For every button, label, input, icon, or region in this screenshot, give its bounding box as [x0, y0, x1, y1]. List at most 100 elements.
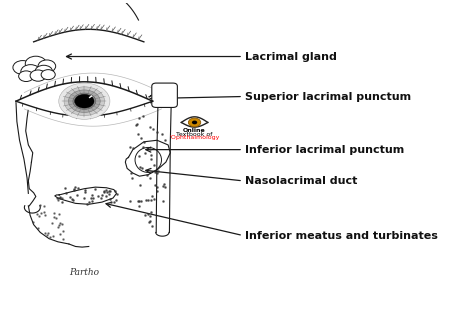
Point	[41, 231, 49, 236]
Point	[160, 183, 167, 189]
Point	[151, 182, 158, 187]
Point	[105, 191, 113, 197]
Point	[136, 183, 144, 188]
Point	[97, 195, 105, 200]
Point	[102, 187, 110, 192]
Point	[106, 188, 114, 193]
Point	[153, 188, 160, 193]
Point	[55, 224, 62, 229]
Point	[134, 199, 141, 204]
Point	[88, 199, 96, 204]
Point	[37, 211, 45, 216]
Point	[102, 194, 110, 199]
Point	[62, 190, 70, 195]
Point	[100, 189, 108, 194]
Point	[146, 213, 154, 218]
Circle shape	[192, 121, 197, 124]
Point	[149, 126, 157, 131]
Circle shape	[21, 65, 40, 79]
Point	[90, 195, 97, 200]
Point	[150, 196, 157, 201]
Point	[58, 196, 66, 201]
Point	[139, 144, 147, 149]
Point	[46, 234, 54, 239]
Point	[135, 115, 143, 120]
Point	[40, 209, 48, 214]
Point	[59, 200, 66, 205]
Circle shape	[59, 83, 110, 119]
Point	[144, 172, 151, 177]
Circle shape	[64, 87, 105, 115]
Point	[132, 123, 139, 128]
Point	[40, 203, 48, 208]
Point	[103, 190, 111, 195]
Point	[142, 150, 149, 155]
Point	[127, 170, 135, 176]
Point	[135, 199, 142, 204]
Point	[55, 223, 63, 228]
Text: Textbook of: Textbook of	[176, 132, 213, 136]
Point	[55, 197, 62, 203]
Point	[94, 193, 101, 198]
Point	[36, 214, 43, 219]
Point	[126, 198, 134, 204]
Point	[68, 197, 76, 202]
Point	[137, 198, 145, 204]
Text: Online: Online	[183, 128, 206, 133]
Point	[58, 221, 65, 226]
Point	[56, 232, 64, 237]
Point	[148, 153, 155, 158]
Point	[154, 171, 161, 176]
Point	[112, 197, 120, 203]
Point	[141, 212, 148, 217]
Point	[129, 146, 137, 151]
Point	[134, 121, 141, 127]
FancyBboxPatch shape	[152, 83, 177, 107]
Point	[154, 169, 161, 174]
Point	[69, 197, 77, 203]
Point	[138, 165, 146, 170]
Point	[150, 162, 158, 167]
Point	[136, 165, 144, 170]
Point	[50, 215, 57, 220]
Point	[142, 197, 150, 203]
Point	[56, 196, 64, 201]
Circle shape	[74, 94, 94, 108]
Point	[161, 138, 169, 143]
Point	[161, 184, 168, 190]
Point	[83, 202, 91, 207]
Point	[55, 195, 62, 200]
Point	[111, 189, 118, 194]
Point	[159, 199, 166, 204]
Point	[61, 185, 69, 190]
Point	[144, 211, 151, 217]
Point	[36, 203, 44, 208]
Point	[146, 218, 154, 224]
Point	[88, 196, 95, 201]
Point	[134, 132, 142, 137]
Point	[88, 193, 96, 198]
Circle shape	[13, 61, 32, 74]
Text: Lacrimal gland: Lacrimal gland	[245, 52, 337, 61]
Circle shape	[30, 70, 46, 81]
Point	[140, 140, 147, 145]
Point	[147, 156, 155, 161]
Point	[73, 192, 81, 197]
Point	[148, 224, 155, 229]
Point	[66, 194, 73, 199]
Point	[146, 220, 153, 225]
Point	[70, 186, 78, 191]
Point	[113, 191, 120, 197]
Point	[35, 225, 42, 231]
Point	[105, 188, 113, 193]
Point	[146, 175, 154, 180]
Point	[154, 185, 161, 190]
Point	[86, 200, 93, 205]
Point	[53, 196, 60, 201]
Point	[160, 181, 167, 186]
Point	[43, 232, 51, 237]
Point	[152, 169, 159, 174]
Point	[50, 211, 58, 216]
Point	[29, 220, 37, 225]
Point	[110, 200, 118, 205]
